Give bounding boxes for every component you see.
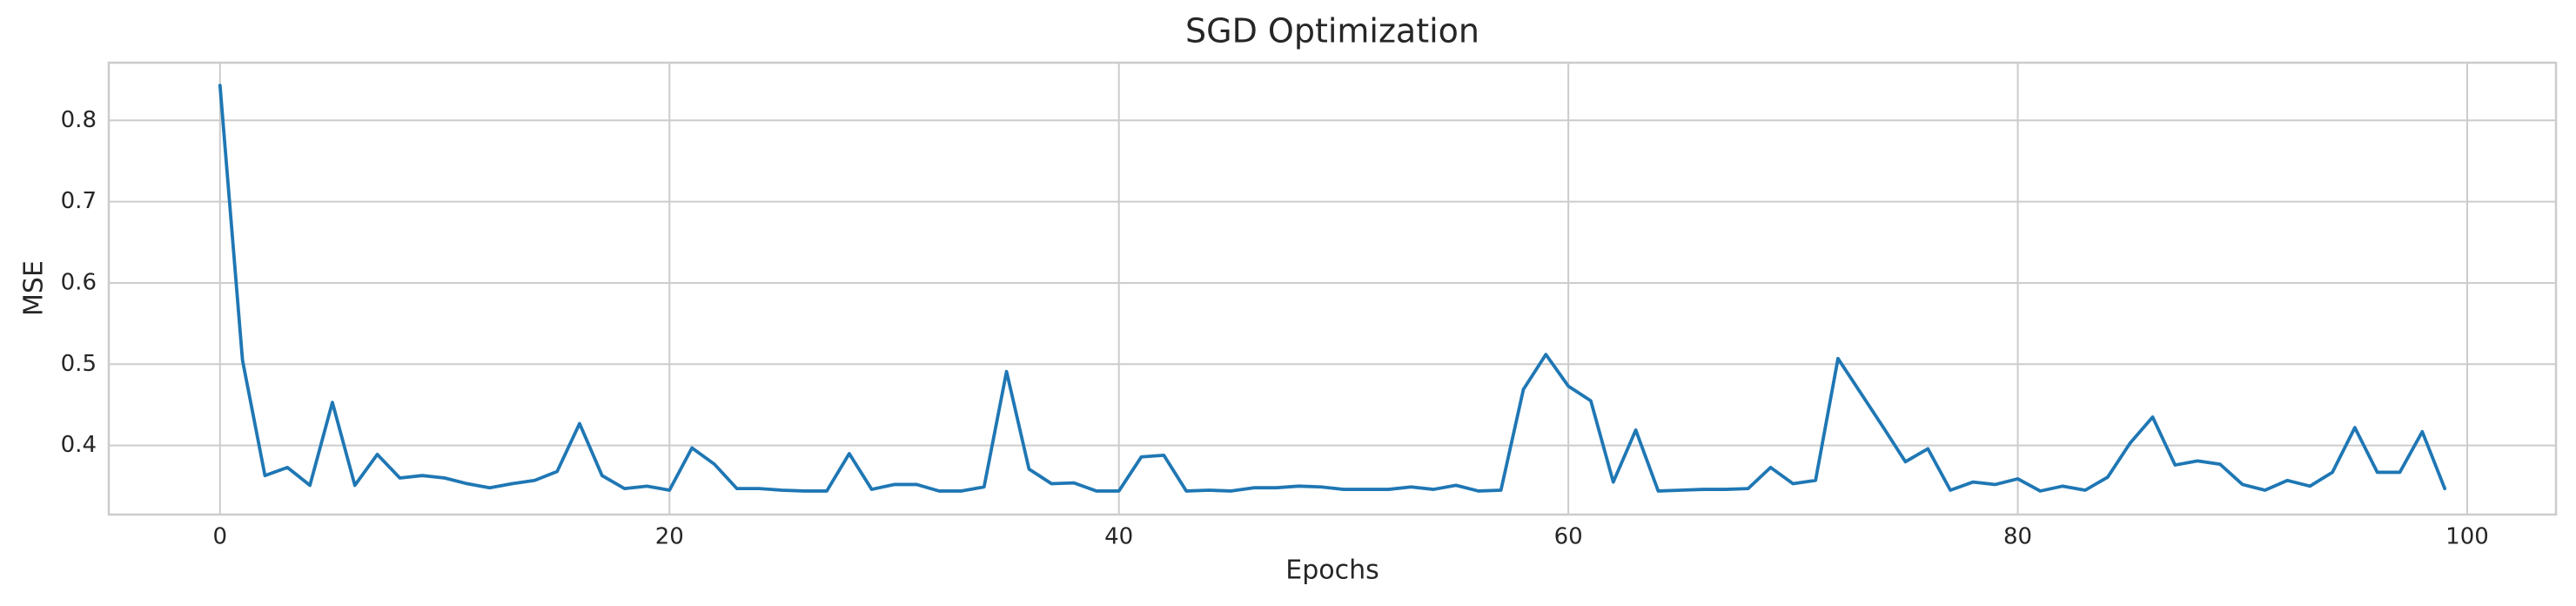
plot-frame (107, 61, 2558, 516)
x-axis-label: Epochs (1285, 556, 1379, 586)
chart-title: SGD Optimization (1185, 12, 1479, 50)
y-tick-label: 0.8 (61, 107, 97, 133)
x-tick-label: 60 (1554, 524, 1583, 550)
y-tick-label: 0.4 (61, 432, 97, 458)
x-tick-label: 20 (655, 524, 684, 550)
y-axis-label: MSE (19, 260, 50, 316)
x-tick-label: 40 (1104, 524, 1133, 550)
x-tick-label: 100 (2445, 524, 2489, 550)
x-tick-label: 80 (2003, 524, 2032, 550)
data-line (218, 84, 2447, 493)
y-tick-label: 0.5 (61, 351, 97, 377)
x-tick-label: 0 (213, 524, 228, 550)
y-tick-label: 0.7 (61, 188, 97, 214)
y-tick-label: 0.6 (61, 269, 97, 295)
